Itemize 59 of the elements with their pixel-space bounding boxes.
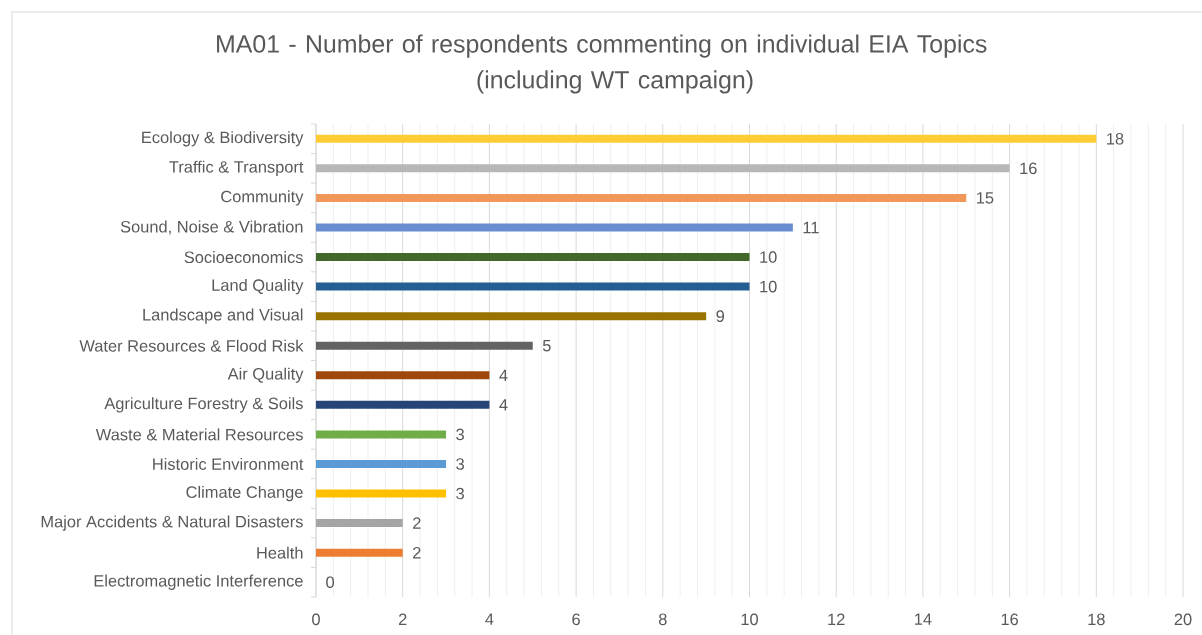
y-tick-label: Water Resources & Flood Risk	[79, 339, 304, 352]
data-label: 18	[1107, 132, 1124, 145]
data-label: 16	[1020, 162, 1037, 175]
x-tick-label: 4	[485, 613, 494, 625]
bar	[316, 253, 750, 262]
bar	[316, 312, 707, 321]
data-label: 9	[716, 310, 725, 322]
bar	[316, 282, 750, 291]
y-tick-label: Electromagnetic Interference	[94, 574, 303, 590]
bar	[316, 223, 793, 232]
data-label: 15	[977, 192, 994, 204]
data-label: 10	[760, 280, 777, 293]
x-tick-label: 20	[1174, 613, 1192, 626]
data-label: 2	[413, 517, 421, 529]
data-label: 4	[499, 399, 508, 411]
x-tick-label: 10	[741, 613, 758, 626]
x-tick-label: 8	[658, 613, 667, 626]
y-tick-label: Health	[257, 546, 303, 559]
data-label: 2	[413, 546, 421, 559]
bar	[316, 400, 490, 409]
y-tick-label: Air Quality	[227, 367, 304, 383]
bar	[316, 519, 403, 528]
data-label: 3	[456, 458, 464, 470]
x-tick-label: 16	[1001, 613, 1019, 626]
bar	[316, 459, 447, 468]
y-tick-label: Land Quality	[212, 278, 304, 295]
data-label: 3	[456, 428, 464, 441]
bar	[316, 164, 1010, 173]
x-tick-label: 14	[915, 613, 932, 625]
data-label: 10	[760, 251, 777, 263]
y-tick-label: Historic Environment	[153, 457, 304, 471]
x-tick-label: 2	[398, 613, 407, 625]
x-tick-label: 12	[828, 613, 845, 625]
bar	[316, 193, 967, 202]
y-tick-label: Agriculture Forestry & Soils	[104, 397, 303, 413]
bar	[316, 430, 447, 439]
bar	[316, 489, 447, 498]
x-tick-label: 0	[312, 613, 320, 626]
y-tick-label: Waste & Material Resources	[95, 428, 303, 441]
data-label: 11	[803, 221, 819, 234]
bar	[316, 341, 533, 350]
y-tick-label: Sound, Noise & Vibration	[120, 220, 303, 235]
y-tick-label: Major Accidents & Natural Disasters	[41, 515, 303, 531]
y-tick-label: Socioeconomics	[184, 251, 303, 264]
chart-title: MA01 - Number of respondents commenting on individual EIA Topics (including WT campaign)	[217, 34, 987, 94]
y-tick-label: Landscape and Visual	[143, 308, 303, 324]
bar	[316, 371, 490, 380]
data-label: 0	[326, 576, 335, 589]
y-tick-label: Traffic & Transport	[169, 160, 304, 176]
y-tick-label: Climate Change	[186, 485, 303, 502]
data-label: 5	[542, 339, 551, 352]
data-label: 4	[499, 369, 508, 381]
x-tick-label: 6	[572, 613, 580, 626]
data-label: 3	[456, 487, 464, 500]
y-tick-label: Ecology & Biodiversity	[142, 131, 304, 147]
bar	[316, 548, 403, 557]
y-tick-label: Community	[221, 190, 304, 206]
bar	[316, 134, 1097, 143]
x-tick-label: 18	[1088, 613, 1105, 626]
